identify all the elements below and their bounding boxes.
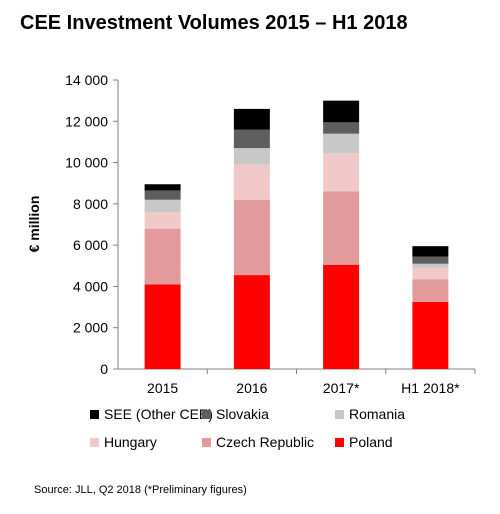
legend-item-slovakia: Slovakia	[202, 406, 269, 422]
bar-romania-2	[323, 133, 360, 154]
legend-swatch-czech-republic	[202, 437, 211, 447]
y-tick-label: 14 000	[65, 72, 108, 88]
bar-see-other-cee--1	[233, 108, 270, 130]
bar-slovakia-3	[412, 256, 449, 264]
bar-romania-3	[412, 263, 449, 268]
bar-slovakia-1	[233, 129, 270, 149]
bar-hungary-2	[323, 153, 360, 192]
bar-romania-1	[233, 148, 270, 165]
bar-slovakia-2	[323, 122, 360, 134]
bar-poland-2	[323, 264, 360, 369]
bar-hungary-1	[233, 164, 270, 200]
bar-poland-0	[144, 284, 181, 369]
bar-see-other-cee--3	[412, 246, 449, 257]
bar-czech-republic-0	[144, 228, 181, 285]
legend-label-see: SEE (Other CEE)	[104, 406, 213, 422]
legend-item-hungary: Hungary	[90, 434, 157, 450]
legend-swatch-hungary	[90, 437, 99, 447]
legend-label-romania: Romania	[349, 406, 406, 422]
bar-czech-republic-1	[233, 199, 270, 276]
source-note: Source: JLL, Q2 2018 (*Preliminary figur…	[34, 484, 247, 496]
legend-label-czech-republic: Czech Republic	[216, 434, 315, 450]
bar-poland-1	[233, 275, 270, 369]
y-tick-label: 8 000	[73, 196, 108, 212]
bar-slovakia-0	[144, 190, 181, 200]
legend-swatch-poland	[335, 437, 344, 447]
y-tick-label: 10 000	[65, 155, 108, 171]
legend-item-romania: Romania	[335, 406, 405, 422]
legend-label-slovakia: Slovakia	[216, 406, 269, 422]
x-tick-label: H1 2018*	[401, 380, 460, 396]
y-tick-label: 2 000	[73, 320, 108, 336]
bar-see-other-cee--0	[144, 184, 181, 191]
legend-item-poland: Poland	[335, 434, 393, 450]
y-tick-label: 12 000	[65, 113, 108, 129]
x-tick-label: 2015	[147, 380, 178, 396]
y-tick-label: 6 000	[73, 237, 108, 253]
x-tick-label: 2016	[236, 380, 267, 396]
legend-item-see: SEE (Other CEE)	[90, 406, 213, 422]
bar-czech-republic-2	[323, 191, 360, 265]
legend-swatch-romania	[335, 409, 344, 419]
y-axis-label: € million	[26, 195, 42, 253]
bar-poland-3	[412, 301, 449, 369]
legend-label-poland: Poland	[349, 434, 393, 450]
legend-item-czech-republic: Czech Republic	[202, 434, 314, 450]
chart-title: CEE Investment Volumes 2015 – H1 2018	[20, 12, 408, 34]
bar-czech-republic-3	[412, 279, 449, 302]
legend-label-hungary: Hungary	[104, 434, 157, 450]
bar-romania-0	[144, 199, 181, 213]
x-tick-label: 2017*	[323, 380, 360, 396]
bar-hungary-0	[144, 212, 181, 229]
legend-swatch-see	[90, 409, 99, 419]
legend-swatch-slovakia	[202, 409, 211, 419]
bar-see-other-cee--2	[323, 100, 360, 123]
y-tick-label: 0	[100, 361, 108, 377]
bar-hungary-3	[412, 267, 449, 280]
y-tick-label: 4 000	[73, 278, 108, 294]
